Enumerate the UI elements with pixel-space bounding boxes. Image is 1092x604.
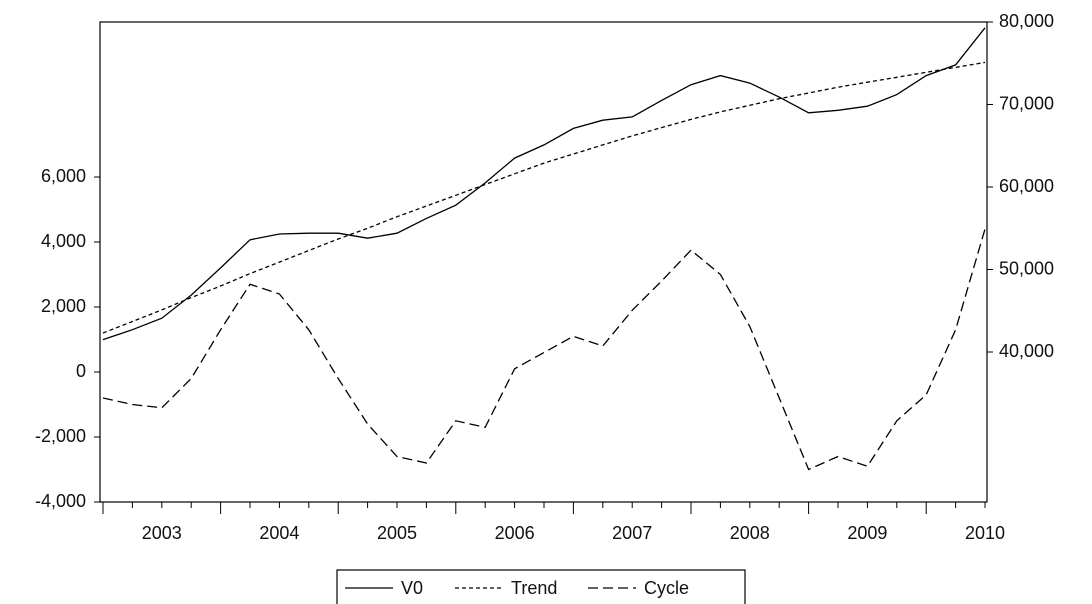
y2-tick-label: 70,000: [999, 93, 1054, 113]
plot-frame: [99, 21, 988, 503]
series-line: [102, 228, 986, 471]
legend-label: Cycle: [644, 578, 689, 598]
y2-tick-label: 80,000: [999, 11, 1054, 31]
y2-tick-label: 40,000: [999, 341, 1054, 361]
x-tick-label: 2010: [965, 523, 1005, 543]
y-tick-label: 4,000: [41, 231, 86, 251]
x-tick-label: 2008: [730, 523, 770, 543]
y-tick-label: -4,000: [35, 491, 86, 511]
y-tick-label: 2,000: [41, 296, 86, 316]
x-tick-label: 2009: [847, 523, 887, 543]
legend-label: Trend: [511, 578, 557, 598]
y2-tick-label: 60,000: [999, 176, 1054, 196]
y-tick-label: 6,000: [41, 166, 86, 186]
legend-box: [336, 569, 746, 604]
y-tick-label: 0: [76, 361, 86, 381]
y2-tick-label: 50,000: [999, 258, 1054, 278]
x-tick-label: 2003: [142, 523, 182, 543]
x-tick-label: 2007: [612, 523, 652, 543]
series-line: [102, 61, 986, 334]
series-line: [102, 27, 986, 341]
x-tick-label: 2006: [495, 523, 535, 543]
x-tick-label: 2005: [377, 523, 417, 543]
x-tick-label: 2004: [259, 523, 299, 543]
legend-label: V0: [401, 578, 423, 598]
y-tick-label: -2,000: [35, 426, 86, 446]
